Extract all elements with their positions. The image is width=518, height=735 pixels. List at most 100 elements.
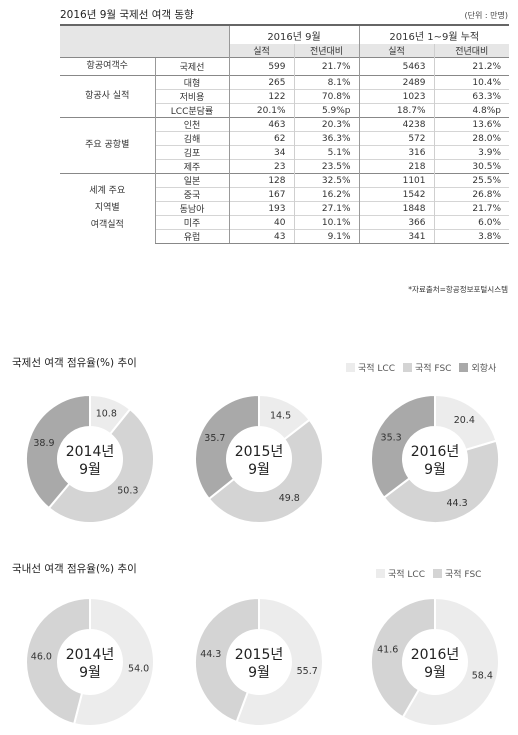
slice-1 [25,596,91,726]
center-label: 9월 [424,665,446,681]
table-row: 김해 62 36.3% 572 28.0% [60,131,510,146]
group-label: 항공사 실적 [60,75,155,118]
table-cell: 40 [228,215,294,230]
table-cell: 5.9%p [293,103,360,118]
table-cell: 27.1% [293,201,360,216]
table-cell: 10.4% [433,75,510,90]
slice-label: 46.0 [31,651,52,662]
table-cell: 122 [228,89,294,104]
legend-swatch [403,363,413,372]
table-cell: 20.3% [293,117,360,132]
slice-label: 55.7 [297,666,318,677]
table-cell: 1023 [358,89,435,104]
table-cell: 218 [358,159,435,174]
domestic-legend: 국적 LCC 국적 FSC [368,567,481,580]
table-cell: 23 [228,159,294,174]
slice-label: 44.3 [447,498,468,509]
table-row: 항공사 실적 대형 265 8.1% 2489 10.4% [60,75,510,118]
table-cell: 366 [358,215,435,230]
slice-2 [194,393,260,501]
slice-0 [72,596,155,727]
table-row: 항공여객수 국제선 599 21.7% 5463 21.2% [60,57,510,76]
table-cell: 10.1% [293,215,360,230]
table-row: 주요 공항별 인천 463 20.3% 4238 13.6% [60,117,510,174]
group-label: 주요 공항별 [60,117,155,174]
table-cell: 1101 [358,173,435,188]
table-cell: 70.8% [293,89,360,104]
table-cell: 28.0% [433,131,510,146]
slice-label: 44.3 [200,649,221,660]
table-row: 김포 34 5.1% 316 3.9% [60,145,510,160]
table-cell: 21.7% [433,201,510,216]
passenger-stats-table: 2016년 9월 2016년 1~9월 누적 실적 전년대비 실적 전년대비 항… [60,24,510,244]
legend-swatch [459,363,469,372]
table-unit: (단위 : 만명) [464,11,508,20]
table-cell: 265 [228,75,294,90]
table-cell: 21.2% [433,57,510,76]
table-cell: 572 [358,131,435,146]
row-label: 김해 [154,131,229,146]
legend-swatch [433,569,443,578]
center-label: 2016년 [411,647,460,663]
slice-label: 50.3 [117,486,138,497]
center-label: 9월 [79,462,101,478]
table-cell: 599 [228,57,294,76]
domestic-chart-title: 국내선 여객 점유율(%) 추이 [12,563,137,575]
center-label: 9월 [79,665,101,681]
table-cell: 5463 [358,57,435,76]
table-cell: 167 [228,187,294,202]
source-note: *자료출처=항공정보포털시스템 [408,285,508,294]
table-cell: 4238 [358,117,435,132]
table-cell: 43 [228,229,294,244]
domestic-donut-2014: 54.0 46.0 2014년 9월 [25,596,155,727]
table-row: 제주 23 23.5% 218 30.5% [60,159,510,174]
table-cell: 128 [228,173,294,188]
row-label: 동남아 [154,201,229,216]
legend-label: 국적 LCC [388,570,426,580]
intl-donut-2014: 10.8 50.3 38.9 2014년 9월 [25,393,155,524]
slice-0 [235,596,324,727]
slice-label: 54.0 [128,664,149,675]
intl-legend: 국적 LCC 국적 FSC 외항사 [338,361,496,374]
row-label: 국제선 [154,57,229,76]
header-period-month: 2016년 9월 [228,24,360,44]
slice-2 [25,393,91,510]
legend-label: 국적 FSC [415,364,452,374]
table-cell: 20.1% [228,103,294,118]
table-cell: 36.3% [293,131,360,146]
legend-label: 국적 LCC [358,364,396,374]
legend-label: 국적 FSC [445,570,482,580]
row-label: 대형 [154,75,229,90]
slice-label: 14.5 [270,410,291,421]
table-cell: 23.5% [293,159,360,174]
intl-donut-2015: 14.5 49.8 35.7 2015년 9월 [194,393,324,524]
row-label: 인천 [154,117,229,132]
table-cell: 26.8% [433,187,510,202]
table-title: 2016년 9월 국제선 여객 동향 [60,9,194,21]
row-label: 일본 [154,173,229,188]
table-cell: 62 [228,131,294,146]
table-cell: 3.9% [433,145,510,160]
table-row: 미주 40 10.1% 366 6.0% [60,215,510,230]
table-cell: 32.5% [293,173,360,188]
table-cell: 9.1% [293,229,360,244]
header-blank-2 [60,44,229,58]
legend-label: 외항사 [471,364,497,374]
slice-1 [194,596,260,724]
table-cell: 1848 [358,201,435,216]
table-row: 동남아 193 27.1% 1848 21.7% [60,201,510,216]
slice-label: 41.6 [377,645,398,656]
domestic-donut-2015: 55.7 44.3 2015년 9월 [194,596,324,727]
table-cell: 463 [228,117,294,132]
slice-1 [370,596,436,719]
slice-label: 35.3 [381,433,402,444]
row-label: 미주 [154,215,229,230]
table-cell: 316 [358,145,435,160]
legend-item: 국적 LCC [376,567,425,580]
table-cell: 2489 [358,75,435,90]
legend-item: 국적 FSC [403,361,451,374]
table-cell: 25.5% [433,173,510,188]
table-cell: 16.2% [293,187,360,202]
table-cell: 63.3% [433,89,510,104]
table-cell: 4.8%p [433,103,510,118]
